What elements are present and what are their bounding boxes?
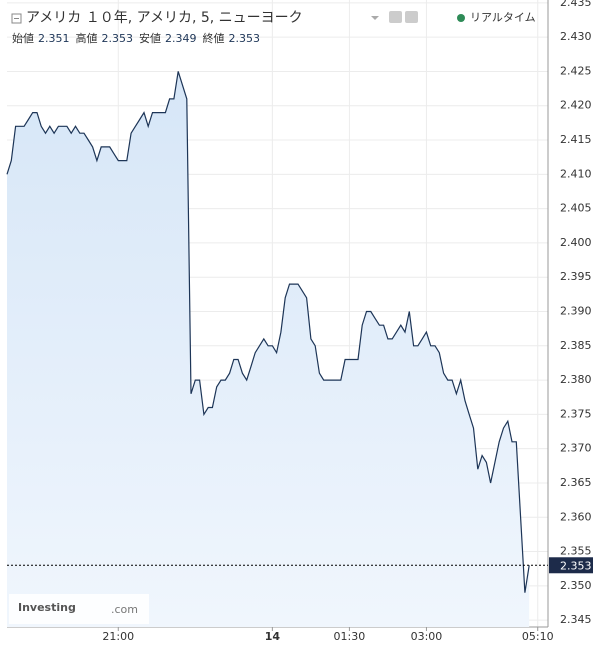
y-tick-label: 2.365 [560, 476, 592, 489]
area-fill [7, 71, 530, 627]
x-tick-label: 05:10 [522, 630, 554, 643]
realtime-dot [457, 14, 465, 22]
y-tick-label: 2.385 [560, 339, 592, 352]
y-tick-label: 2.410 [560, 167, 592, 180]
last-price-box [549, 557, 593, 574]
y-tick-label: 2.350 [560, 579, 592, 592]
y-tick-label: 2.390 [560, 305, 592, 318]
x-tick-label: 14 [265, 630, 281, 643]
y-tick-label: 2.430 [560, 30, 592, 43]
y-tick-label: 2.355 [560, 545, 592, 558]
x-tick-label: 03:00 [411, 630, 443, 643]
y-tick-label: 2.415 [560, 133, 592, 146]
y-tick-label: 2.375 [560, 407, 592, 420]
ohlc-label: 始値 [12, 31, 34, 45]
collapse-icon[interactable] [11, 13, 22, 24]
ohlc-label: 高値 [76, 31, 98, 45]
ohlc-value: 2.353 [229, 32, 261, 45]
y-tick-label: 2.380 [560, 373, 592, 386]
chart-title: アメリカ １０年, アメリカ, 5, ニューヨーク [26, 10, 303, 26]
y-tick-label: 2.435 [560, 0, 592, 9]
settings-icon[interactable] [405, 11, 418, 23]
ohlc-value: 2.349 [165, 32, 197, 45]
ohlc-value: 2.353 [102, 32, 134, 45]
ohlc-value: 2.351 [38, 32, 70, 45]
y-tick-label: 2.400 [560, 236, 592, 249]
y-tick-label: 2.425 [560, 64, 592, 77]
watermark-brand: Investing [18, 601, 76, 614]
y-tick-label: 2.360 [560, 510, 592, 523]
watermark-bg [9, 594, 149, 624]
x-tick-label: 01:30 [334, 630, 366, 643]
ohlc-label: 終値 [203, 31, 225, 45]
ohlc-label: 安値 [139, 31, 161, 45]
camera-icon[interactable] [389, 11, 402, 23]
watermark-domain: .com [111, 603, 138, 616]
y-tick-label: 2.345 [560, 613, 592, 626]
price-line [6, 71, 530, 593]
y-tick-label: 2.370 [560, 442, 592, 455]
y-tick-label: 2.395 [560, 270, 592, 283]
y-tick-label: 2.405 [560, 202, 592, 215]
y-tick-label: 2.420 [560, 99, 592, 112]
x-tick-label: 21:00 [102, 630, 134, 643]
dropdown[interactable] [371, 16, 379, 20]
realtime-label: リアルタイム [470, 11, 536, 24]
last-price-label: 2.353 [560, 559, 592, 572]
